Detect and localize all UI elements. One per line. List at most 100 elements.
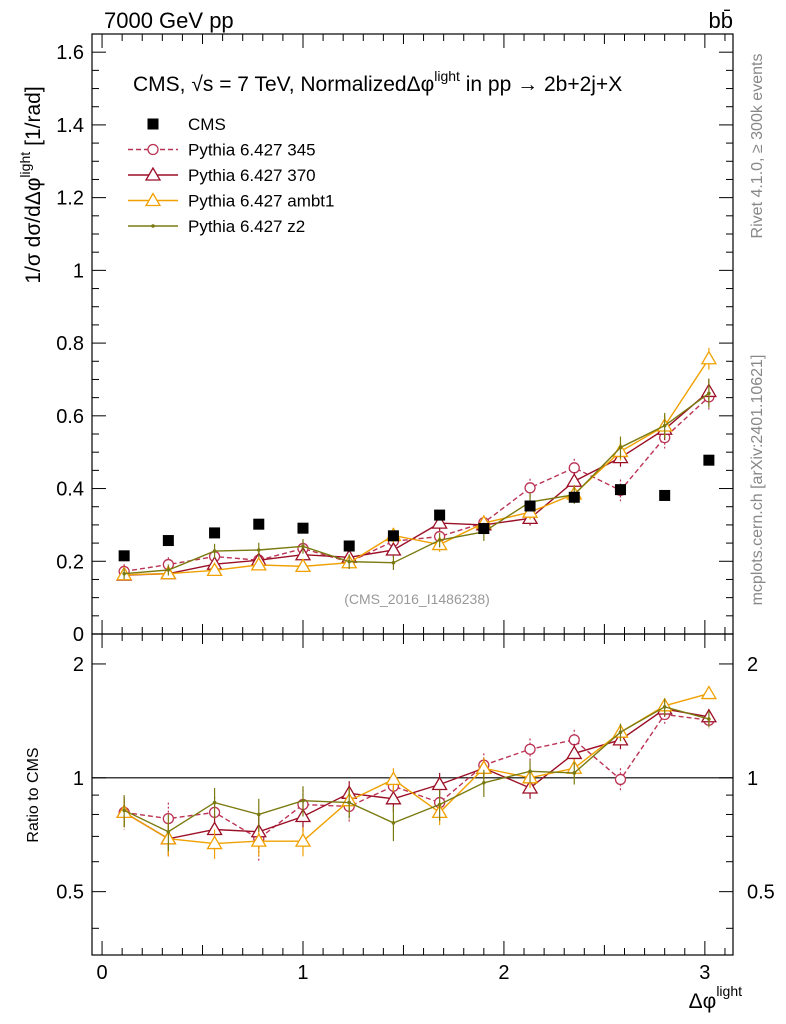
point-p345 (524, 743, 536, 755)
point-data (524, 500, 536, 512)
point-p345 (614, 773, 627, 786)
point-z2 (482, 781, 486, 785)
ratio-y-tick-label: 2 (73, 654, 84, 676)
legend-label-data: CMS (188, 115, 226, 134)
point-ambt1 (206, 562, 223, 577)
point-z2 (707, 391, 711, 396)
point-p370 (431, 514, 448, 529)
x-tick-labels: 0 1 2 3 (96, 962, 710, 984)
chart-title-tail: in pp → 2b+2j+X (460, 73, 622, 96)
point-z2 (122, 808, 126, 813)
chart-title-post: = 7 TeV, Normalized (213, 73, 406, 96)
x-tick-label: 2 (498, 962, 509, 984)
series-line-p370 (123, 708, 710, 840)
ratio-y-tick-label: 0.5 (56, 882, 84, 904)
point-data (162, 535, 174, 547)
point-ambt1 (250, 556, 267, 571)
header-beam-label: 7000 GeV pp (104, 8, 234, 33)
legend-marker-ambt1 (144, 192, 162, 207)
point-z2 (166, 568, 171, 572)
series-line-z2 (124, 392, 710, 575)
x-tick-label: 0 (96, 962, 107, 984)
x-axis-label-sup: light (716, 983, 742, 999)
y-tick-label: 0.8 (56, 333, 84, 355)
point-z2 (662, 423, 667, 428)
point-z2 (301, 544, 305, 549)
y-axis-label-main: 1/σ dσ/dΔφ (22, 178, 45, 284)
point-z2 (122, 571, 126, 576)
series-line-p345 (124, 713, 709, 840)
y-tick-label: 1.4 (56, 115, 84, 137)
series-line-z2 (123, 706, 710, 833)
x-tick-label: 1 (297, 962, 308, 984)
legend-label-p370: Pythia 6.427 370 (188, 166, 316, 185)
point-data (478, 523, 490, 535)
point-p370 (385, 790, 402, 805)
point-z2 (618, 445, 623, 450)
point-z2 (256, 548, 261, 552)
point-data (118, 550, 130, 562)
point-z2 (166, 829, 171, 834)
ratio-y-tick-label-right: 2 (747, 654, 758, 676)
point-z2 (391, 821, 396, 825)
point-z2 (572, 771, 577, 775)
y-axis-label: 1/σ dσ/dΔφlight [1/rad] (17, 86, 45, 283)
legend: CMS Pythia 6.427 345 Pythia 6.427 370 Pythi… (128, 115, 334, 236)
point-z2 (256, 812, 261, 817)
point-z2 (437, 802, 442, 807)
point-p345 (568, 734, 580, 746)
point-ambt1 (700, 685, 718, 700)
series-line-ambt1 (124, 358, 710, 576)
y-tick-label: 1.6 (56, 42, 84, 64)
ratio-y-tick-label-right: 1 (747, 768, 758, 790)
point-data (253, 518, 265, 530)
point-p345 (568, 462, 580, 474)
point-data (343, 540, 355, 552)
point-z2 (618, 730, 623, 734)
ratio-panel: 0.5 0.5 1 1 2 2 Ratio to CMS (25, 633, 775, 956)
y-tick-label: 0 (73, 624, 84, 646)
y-tick-label: 0.2 (56, 551, 84, 573)
ratio-axis-ticks: 0.5 0.5 1 1 2 2 (56, 634, 775, 955)
ratio-frame (91, 633, 734, 956)
point-p345 (524, 482, 536, 494)
point-z2 (212, 800, 217, 805)
point-p370 (385, 541, 402, 556)
point-ambt1 (294, 832, 312, 847)
point-z2 (347, 800, 352, 805)
chart-title: CMS, √s = 7 TeV, NormalizedΔφlight in pp… (133, 68, 622, 96)
mcplots-source-label: mcplots.cern.ch [arXiv:2401.10621] (749, 355, 766, 606)
point-z2 (662, 705, 667, 709)
y-tick-label: 0.6 (56, 406, 84, 428)
point-data (434, 509, 446, 521)
point-data (614, 484, 626, 496)
legend-marker-p345 (147, 143, 159, 156)
y-axis-label-unit: [1/rad] (22, 86, 45, 146)
y-tick-label: 0.4 (56, 479, 84, 501)
point-z2 (347, 559, 352, 564)
point-z2 (301, 798, 305, 803)
legend-marker-z2 (151, 224, 155, 228)
point-data (703, 454, 715, 466)
chart-title-obs: Δφ (407, 73, 435, 96)
point-ambt1 (206, 835, 223, 850)
ratio-data-marks (116, 685, 718, 862)
x-axis-label-main: Δφ (689, 990, 717, 1013)
point-ambt1 (385, 771, 402, 786)
series-line-ambt1 (123, 692, 710, 845)
point-z2 (707, 717, 711, 721)
point-ambt1 (294, 558, 312, 573)
analysis-watermark: (CMS_2016_I1486238) (344, 591, 490, 607)
point-ambt1 (250, 832, 267, 847)
legend-marker-p370 (144, 166, 162, 181)
point-ambt1 (700, 350, 718, 365)
legend-label-p345: Pythia 6.427 345 (188, 141, 316, 160)
chart-title-pre: CMS, (133, 73, 191, 96)
main-panel: 0 0.2 0.4 0.6 0.8 1 1.2 1.4 1.6 CMS, √s = 7 TeV,… (17, 33, 734, 646)
main-axis-ticks: 0 0.2 0.4 0.6 0.8 1 1.2 1.4 1.6 (56, 33, 733, 646)
point-p370 (566, 745, 583, 760)
series-line-p345 (124, 396, 710, 573)
ratio-y-tick-label-right: 0.5 (747, 882, 775, 904)
x-tick-label: 3 (699, 962, 710, 984)
